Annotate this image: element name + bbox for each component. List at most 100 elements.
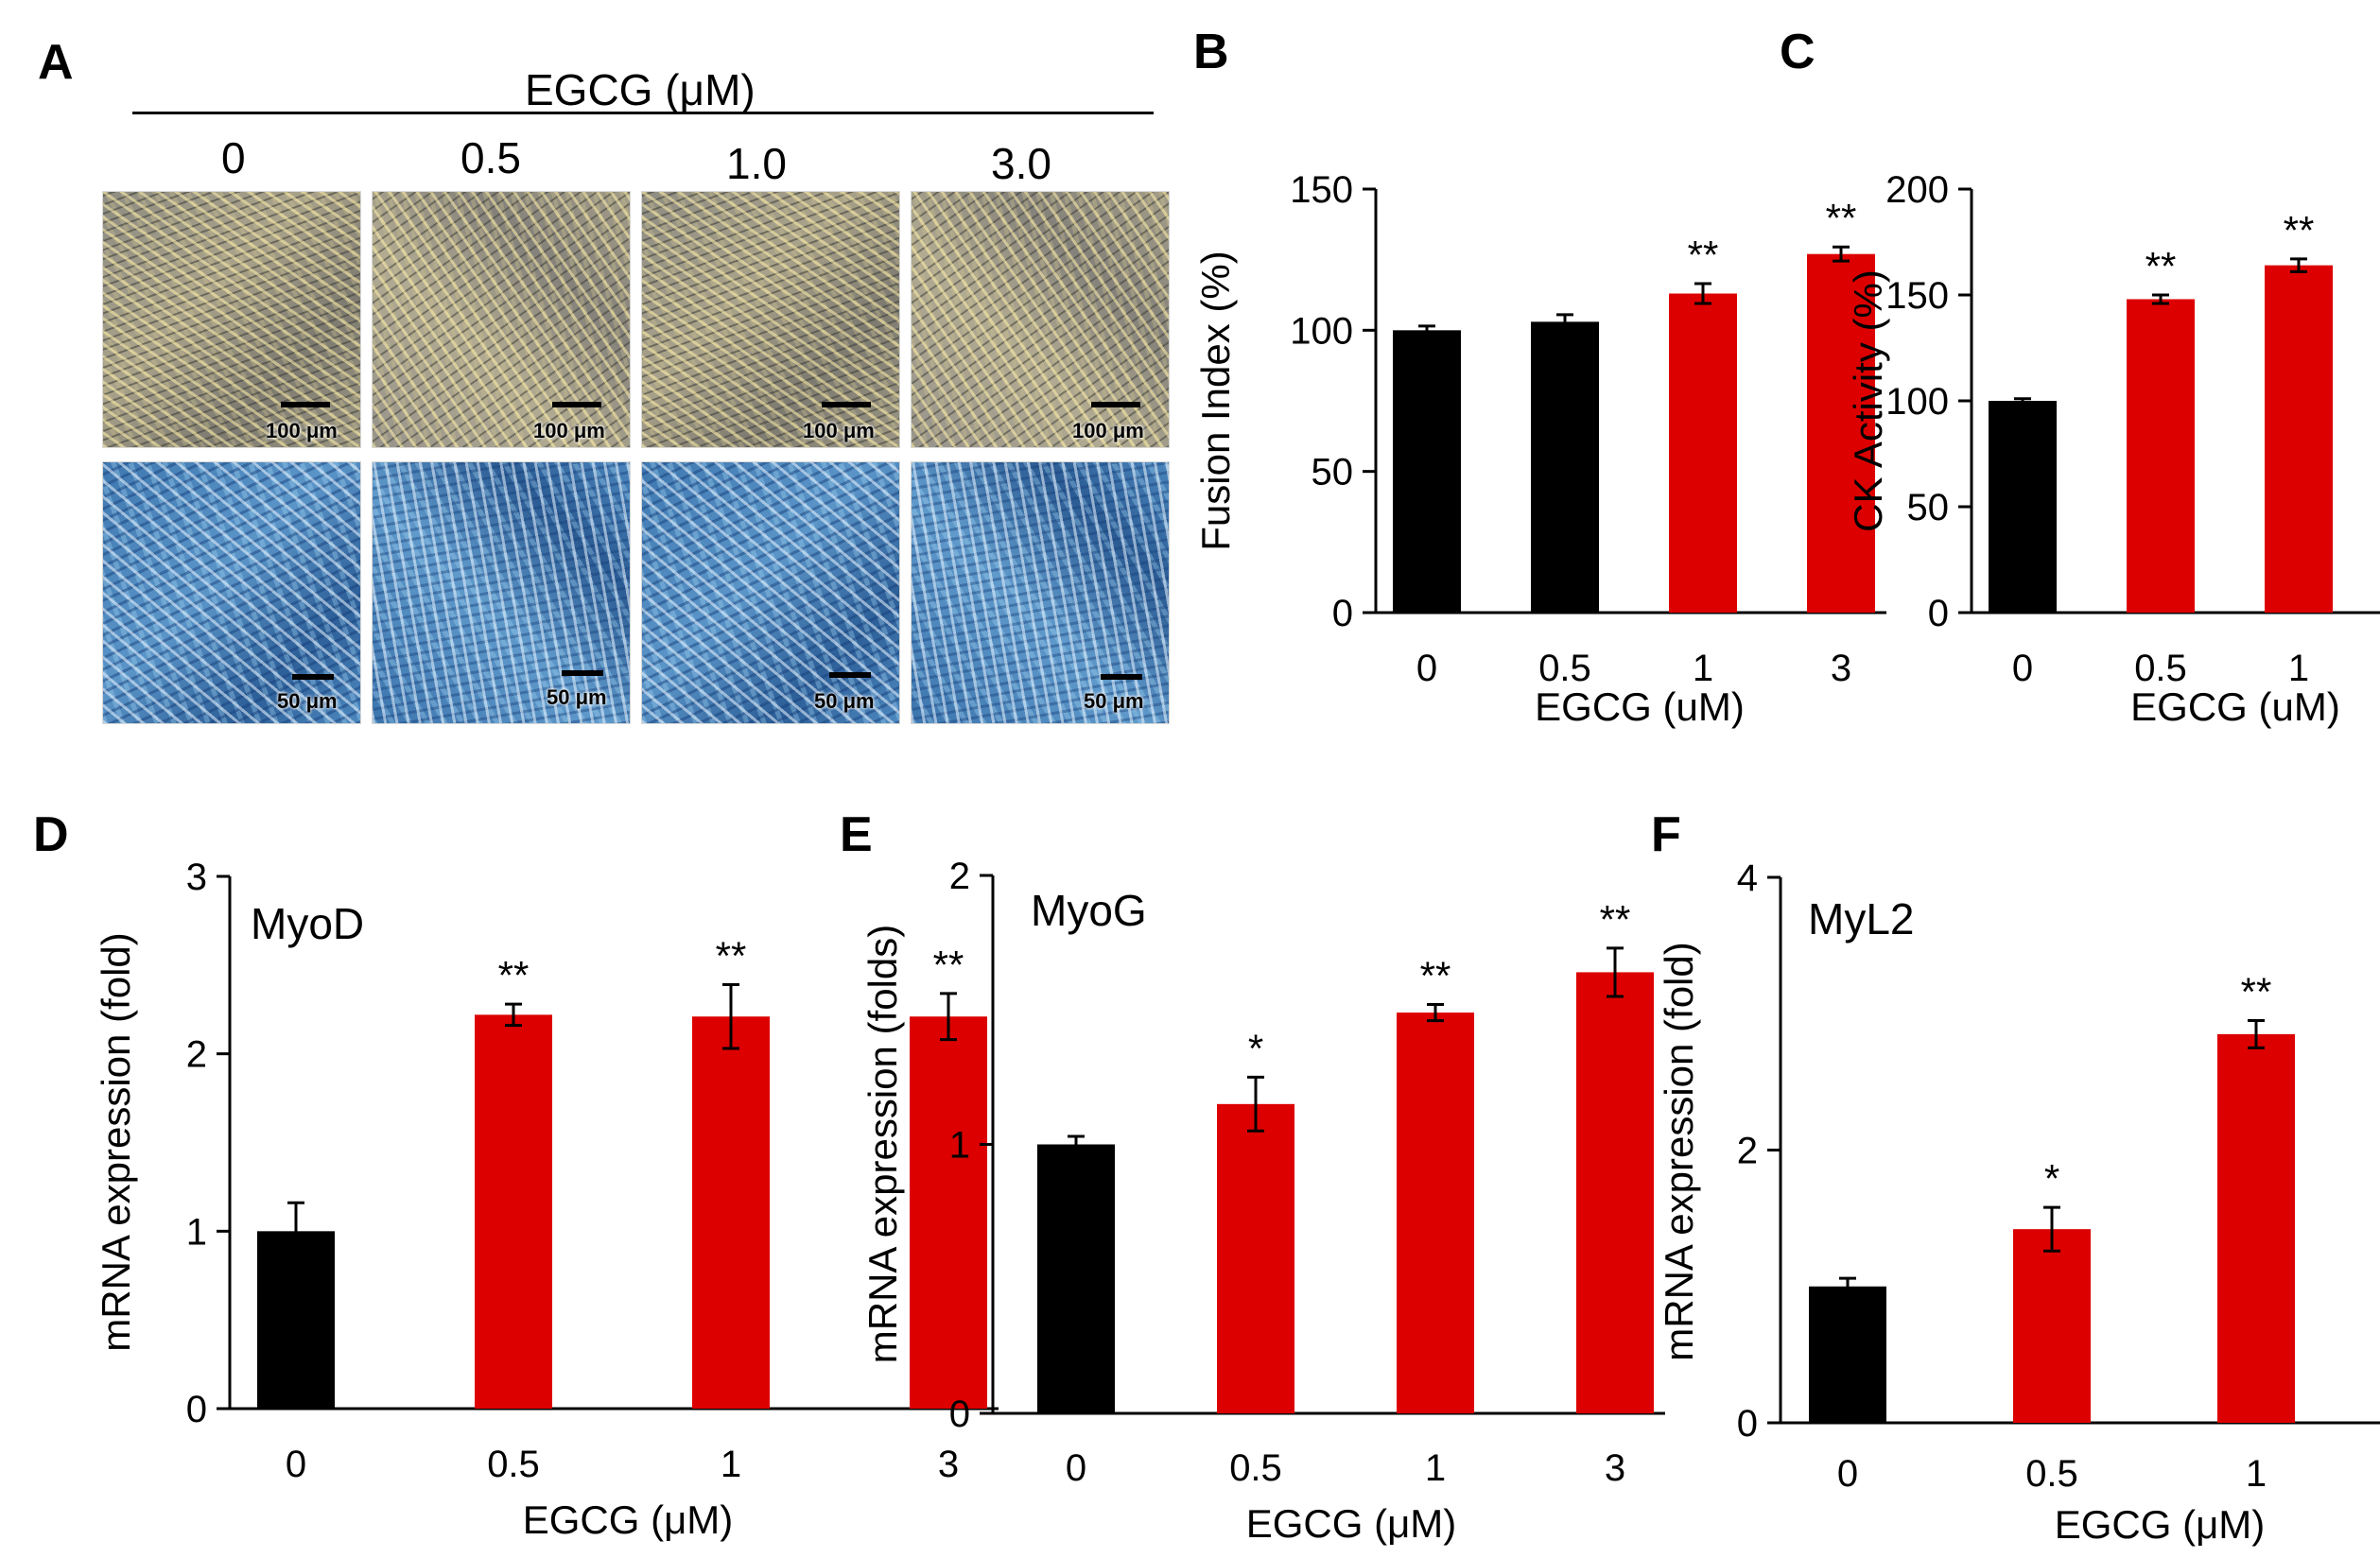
panel-a-header: EGCG (μM) bbox=[525, 65, 756, 114]
y-axis-label: mRNA expression (fold) bbox=[1657, 942, 1701, 1360]
scale-label: 50 μm bbox=[814, 689, 875, 713]
panel-letter: C bbox=[1780, 25, 1815, 79]
scale-bar bbox=[822, 402, 871, 407]
y-tick-label: 1 bbox=[949, 1125, 970, 1167]
bar bbox=[1669, 293, 1737, 613]
x-tick-label: 0.5 bbox=[1538, 648, 1591, 689]
x-tick-label: 3 bbox=[938, 1444, 959, 1485]
x-tick-label: 3 bbox=[1831, 648, 1851, 689]
bar bbox=[475, 1014, 552, 1409]
micrograph-phase-2: 100 μm bbox=[641, 191, 900, 448]
x-axis-label: EGCG (μM) bbox=[2055, 1502, 2266, 1547]
dose-label-1: 0.5 bbox=[460, 133, 521, 182]
dose-label-3: 3.0 bbox=[991, 139, 1051, 188]
micrograph-phase-1: 100 μm bbox=[372, 191, 631, 448]
y-tick-label: 2 bbox=[949, 856, 970, 897]
x-axis-label: EGCG (μM) bbox=[523, 1497, 734, 1542]
x-tick-label: 0.5 bbox=[1229, 1447, 1282, 1489]
y-tick-label: 150 bbox=[1885, 275, 1949, 317]
micrograph-phase-3: 100 μm bbox=[911, 191, 1170, 448]
x-tick-label: 0 bbox=[2012, 648, 2033, 689]
panel-letter: F bbox=[1651, 807, 1681, 862]
y-tick-label: 0 bbox=[1332, 593, 1353, 634]
chart-d: D 0 1 2 3 mRNA expression (fold) 0 ** 0.5 ** 1 ** 3 E… bbox=[33, 807, 999, 1542]
micrograph-giemsa-2: 50 μm bbox=[641, 461, 900, 724]
y-tick-label: 100 bbox=[1885, 381, 1949, 423]
x-tick-label: 0.5 bbox=[2025, 1453, 2078, 1495]
scale-label: 100 μm bbox=[533, 419, 605, 442]
significance-label: ** bbox=[2145, 244, 2177, 288]
bar bbox=[910, 1016, 987, 1409]
panel-a-letter: A bbox=[38, 35, 74, 90]
gene-annotation: MyL2 bbox=[1808, 894, 1914, 943]
x-axis-label: EGCG (uM) bbox=[1535, 684, 1745, 729]
y-tick-label: 50 bbox=[1907, 487, 1950, 528]
scale-bar bbox=[1091, 402, 1140, 407]
bar bbox=[2265, 265, 2333, 613]
x-tick-label: 1 bbox=[2288, 648, 2309, 689]
micrograph-giemsa-1: 50 μm bbox=[372, 461, 631, 724]
scale-label: 100 μm bbox=[803, 419, 875, 442]
significance-label: ** bbox=[1826, 196, 1857, 240]
y-tick-label: 0 bbox=[186, 1389, 207, 1430]
significance-label: ** bbox=[1688, 233, 1719, 277]
significance-label: ** bbox=[2241, 969, 2272, 1013]
scale-bar bbox=[829, 672, 871, 678]
y-tick-label: 2 bbox=[1737, 1131, 1758, 1172]
x-tick-label: 1 bbox=[721, 1444, 741, 1485]
y-axis-label: mRNA expression (folds) bbox=[860, 925, 905, 1363]
panel-letter: E bbox=[840, 807, 873, 862]
x-tick-label: 1 bbox=[1425, 1447, 1446, 1489]
scale-label: 100 μm bbox=[266, 419, 338, 442]
bar bbox=[2127, 299, 2195, 613]
scale-bar bbox=[552, 402, 601, 407]
chart-b: B 0 50 100 150 Fusion Index (%) 0 0.5 ** 1 ** 3 EGCG… bbox=[1193, 25, 1886, 729]
dose-label-0: 0 bbox=[221, 133, 246, 182]
bar bbox=[1217, 1103, 1294, 1413]
x-tick-label: 0 bbox=[1416, 648, 1437, 689]
micrograph-phase-0: 100 μm bbox=[102, 191, 361, 448]
panel-letter: B bbox=[1193, 25, 1229, 79]
x-tick-label: 0 bbox=[286, 1444, 306, 1485]
bar bbox=[1393, 330, 1461, 613]
chart-c: C 0 50 100 150 200 CK Activity (%) 0 ** 0.5 ** 1 ** 3… bbox=[1780, 25, 2380, 729]
chart-e: E 0 1 2 mRNA expression (folds) 0 * 0.5 ** 1 ** 3 EG… bbox=[840, 807, 1665, 1546]
significance-label: * bbox=[1248, 1026, 1263, 1070]
scale-bar bbox=[292, 674, 334, 680]
bar bbox=[692, 1016, 770, 1409]
significance-label: ** bbox=[1600, 897, 1631, 942]
y-tick-label: 0 bbox=[1737, 1403, 1758, 1445]
scale-label: 50 μm bbox=[277, 689, 338, 713]
bar bbox=[1809, 1286, 1886, 1423]
significance-label: ** bbox=[716, 933, 747, 978]
bar bbox=[1576, 972, 1654, 1413]
y-axis-label: Fusion Index (%) bbox=[1193, 251, 1238, 550]
x-axis-label: EGCG (uM) bbox=[2130, 684, 2340, 729]
y-tick-label: 200 bbox=[1885, 169, 1949, 211]
y-tick-label: 50 bbox=[1312, 452, 1354, 493]
bar bbox=[2013, 1229, 2091, 1423]
significance-label: ** bbox=[933, 943, 964, 987]
scale-bar bbox=[562, 670, 603, 676]
x-tick-label: 0 bbox=[1837, 1453, 1858, 1495]
bar bbox=[1531, 321, 1599, 613]
scale-label: 50 μm bbox=[1084, 689, 1144, 713]
panel-a-header-rule bbox=[132, 112, 1154, 114]
x-tick-label: 3 bbox=[1605, 1447, 1625, 1489]
scale-bar bbox=[281, 402, 330, 407]
significance-label: ** bbox=[498, 953, 530, 997]
scale-label: 100 μm bbox=[1072, 419, 1144, 442]
gene-annotation: MyoG bbox=[1031, 886, 1147, 935]
micrograph-giemsa-0: 50 μm bbox=[102, 461, 361, 724]
x-tick-label: 1 bbox=[2246, 1453, 2267, 1495]
bar bbox=[2217, 1033, 2295, 1423]
gene-annotation: MyoD bbox=[251, 899, 364, 948]
y-tick-label: 0 bbox=[1928, 593, 1949, 634]
x-tick-label: 0.5 bbox=[2134, 648, 2187, 689]
y-tick-label: 100 bbox=[1290, 310, 1353, 352]
y-axis-label: CK Activity (%) bbox=[1846, 269, 1890, 532]
x-tick-label: 0 bbox=[1066, 1447, 1086, 1489]
